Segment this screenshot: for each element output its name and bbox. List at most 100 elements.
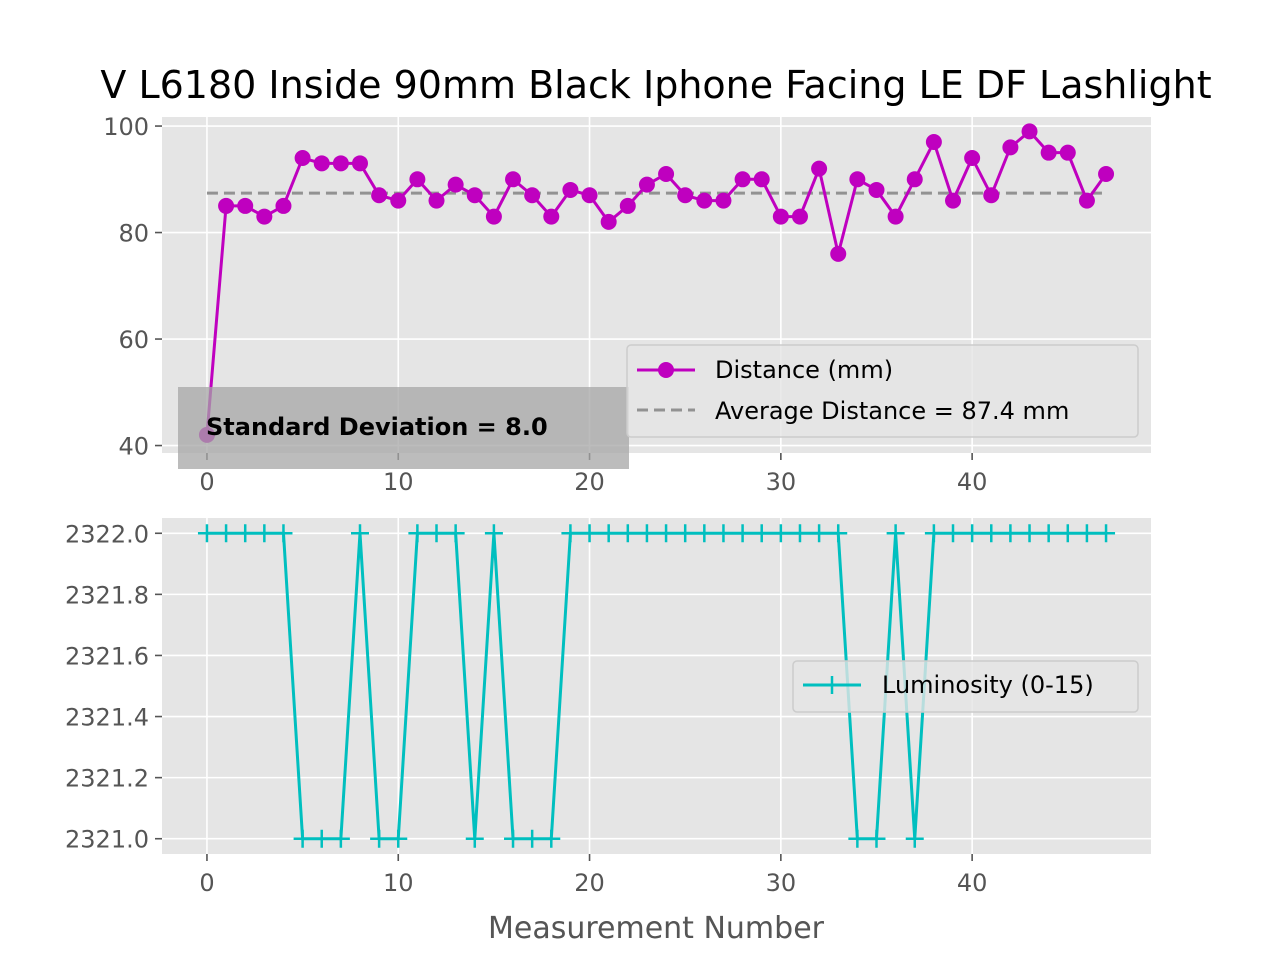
distance-x-tick-label: 40 (957, 468, 988, 496)
luminosity-point (1001, 524, 1020, 543)
chart-title: V L6180 Inside 90mm Black Iphone Facing … (100, 63, 1211, 107)
std-dev-label: Standard Deviation = 8.0 (206, 413, 548, 441)
distance-legend: Distance (mm) Average Distance = 87.4 mm (626, 344, 1139, 438)
distance-point (1098, 165, 1115, 182)
distance-point (256, 208, 273, 225)
luminosity-point (676, 524, 695, 543)
luminosity-point (1077, 524, 1096, 543)
luminosity-point (350, 524, 369, 543)
luminosity-point (293, 829, 312, 848)
luminosity-point (829, 524, 848, 543)
distance-point (294, 150, 311, 167)
luminosity-point (1097, 524, 1116, 543)
luminosity-x-tick-label: 30 (766, 869, 797, 897)
distance-point (868, 181, 885, 198)
luminosity-panel: 0 10 20 30 40 2321.0 2321.2 2321.4 2321.6 2321.8 2… (65, 518, 1151, 946)
luminosity-x-tick-label: 40 (957, 869, 988, 897)
luminosity-point (618, 524, 637, 543)
distance-point (887, 208, 904, 225)
distance-point (409, 171, 426, 188)
luminosity-point (312, 829, 331, 848)
luminosity-point (484, 524, 503, 543)
luminosity-point (599, 524, 618, 543)
distance-axis-ticks: 0 10 20 30 40 40 60 80 100 (103, 113, 987, 496)
distance-point (1059, 144, 1076, 161)
distance-point (390, 192, 407, 209)
distance-y-tick-label: 100 (103, 113, 149, 141)
distance-x-tick-label: 0 (199, 468, 214, 496)
distance-point (371, 187, 388, 204)
luminosity-y-tick-label: 2321.2 (65, 765, 149, 793)
distance-point (237, 197, 254, 214)
luminosity-point (963, 524, 982, 543)
distance-point (485, 208, 502, 225)
distance-point (638, 176, 655, 193)
luminosity-point (924, 524, 943, 543)
luminosity-point (944, 524, 963, 543)
luminosity-point (752, 524, 771, 543)
luminosity-point (905, 829, 924, 848)
luminosity-point (1058, 524, 1077, 543)
luminosity-x-tick-label: 10 (383, 869, 414, 897)
distance-x-tick-label: 30 (766, 468, 797, 496)
distance-point (543, 208, 560, 225)
luminosity-point (523, 829, 542, 848)
distance-legend-frame (626, 344, 1139, 438)
distance-x-tick-label: 20 (574, 468, 605, 496)
legend-average-label: Average Distance = 87.4 mm (715, 397, 1069, 425)
x-axis-label: Measurement Number (488, 911, 825, 946)
luminosity-y-tick-label: 2321.6 (65, 642, 149, 670)
std-dev-annotation: Standard Deviation = 8.0 (178, 387, 629, 469)
luminosity-point (217, 524, 236, 543)
distance-point (466, 187, 483, 204)
distance-x-tick-label: 10 (383, 468, 414, 496)
luminosity-legend-frame (792, 660, 1139, 713)
luminosity-point (657, 524, 676, 543)
luminosity-point (771, 524, 790, 543)
luminosity-y-tick-label: 2321.8 (65, 581, 149, 609)
luminosity-point (637, 524, 656, 543)
luminosity-y-tick-label: 2321.0 (65, 826, 149, 854)
distance-point (849, 171, 866, 188)
distance-y-tick-label: 80 (118, 220, 149, 248)
distance-point (734, 171, 751, 188)
distance-point (581, 187, 598, 204)
distance-point (524, 187, 541, 204)
distance-point (677, 187, 694, 204)
luminosity-point (790, 524, 809, 543)
distance-point (772, 208, 789, 225)
luminosity-point (886, 524, 905, 543)
luminosity-point (561, 524, 580, 543)
distance-point (791, 208, 808, 225)
luminosity-axis-ticks: 0 10 20 30 40 2321.0 2321.2 2321.4 2321.6 2321.8 2… (65, 520, 987, 897)
distance-point (1002, 139, 1019, 156)
luminosity-point (446, 524, 465, 543)
distance-point (332, 155, 349, 172)
luminosity-legend: Luminosity (0-15) (792, 660, 1139, 713)
distance-point (715, 192, 732, 209)
luminosity-point (1020, 524, 1039, 543)
luminosity-point (408, 524, 427, 543)
distance-point (428, 192, 445, 209)
luminosity-point (1039, 524, 1058, 543)
luminosity-point (542, 829, 561, 848)
distance-point (1040, 144, 1057, 161)
luminosity-point (255, 524, 274, 543)
distance-point (906, 171, 923, 188)
luminosity-point (504, 829, 523, 848)
distance-point (658, 165, 675, 182)
luminosity-point (733, 524, 752, 543)
distance-point (1078, 192, 1095, 209)
luminosity-point (982, 524, 1001, 543)
legend-distance-marker (658, 362, 674, 378)
std-dev-box (178, 387, 629, 469)
distance-panel: 0 10 20 30 40 40 60 80 100 Standard Deviation = … (103, 113, 1151, 496)
luminosity-x-tick-label: 20 (574, 869, 605, 897)
distance-point (600, 213, 617, 230)
luminosity-point (274, 524, 293, 543)
distance-point (811, 160, 828, 177)
legend-luminosity-marker (823, 676, 841, 694)
distance-point (753, 171, 770, 188)
luminosity-point (714, 524, 733, 543)
luminosity-x-tick-label: 0 (199, 869, 214, 897)
